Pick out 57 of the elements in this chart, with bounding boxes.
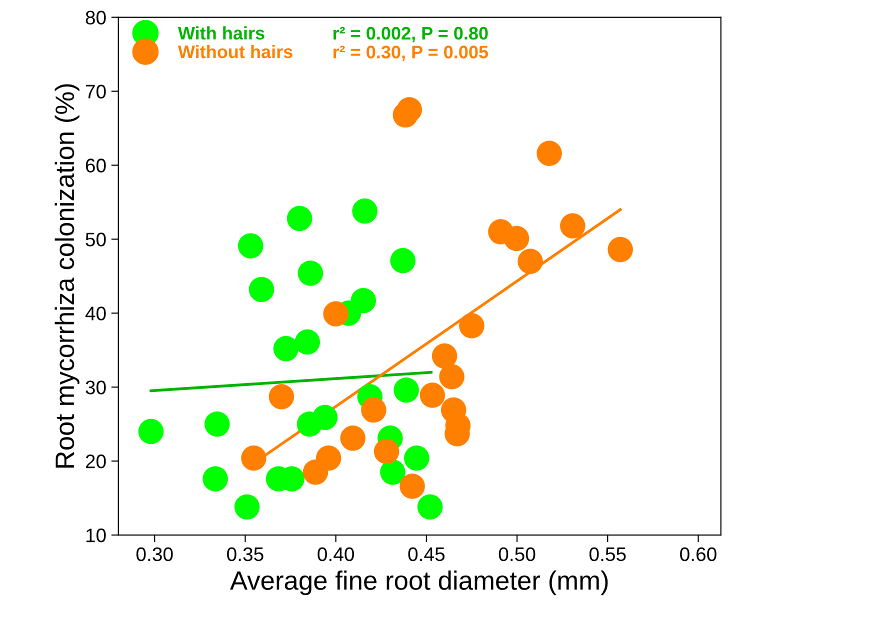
- annotation: r² = 0.30, P = 0.005: [333, 46, 488, 62]
- point: [241, 446, 266, 471]
- x-tick-label: 0.60: [680, 547, 716, 562]
- point: [298, 260, 324, 286]
- point: [316, 446, 342, 471]
- y-tick-label: 30: [86, 380, 106, 394]
- x-tick-label: 0.40: [318, 547, 354, 562]
- point: [204, 411, 230, 437]
- point: [268, 384, 294, 410]
- x-tick-label: 0.55: [589, 547, 626, 562]
- point: [350, 288, 376, 314]
- x-tick-label: 0.45: [408, 547, 445, 562]
- legend-label: With hairs: [178, 26, 264, 40]
- point: [394, 377, 419, 403]
- point: [138, 418, 164, 444]
- point: [420, 382, 446, 408]
- point: [432, 343, 458, 369]
- y-tick-label: 20: [86, 454, 106, 468]
- point: [202, 466, 228, 492]
- legend-label: Without hairs: [178, 44, 292, 58]
- x-axis-title: Average fine root diameter (mm): [230, 570, 608, 596]
- point: [273, 336, 299, 362]
- x-tick-label: 0.50: [498, 547, 536, 562]
- y-tick-label: 70: [86, 84, 106, 98]
- y-axis-title: Root mycorrhiza colonization (%): [54, 84, 80, 468]
- point: [294, 329, 320, 355]
- point: [390, 248, 416, 274]
- point: [238, 233, 264, 258]
- point: [417, 494, 443, 520]
- point: [560, 213, 586, 238]
- y-tick-label: 10: [86, 528, 106, 542]
- point: [439, 364, 464, 390]
- y-tick-label: 40: [85, 306, 106, 320]
- point: [323, 301, 348, 326]
- point: [340, 426, 366, 451]
- point: [518, 248, 543, 274]
- y-tick-label: 60: [86, 158, 106, 172]
- y-tick-label: 80: [86, 10, 106, 25]
- point: [380, 460, 406, 485]
- point: [608, 236, 633, 262]
- x-tick-label: 0.35: [227, 547, 264, 562]
- point: [536, 140, 562, 166]
- point: [504, 226, 530, 252]
- point: [234, 494, 260, 520]
- y-tick-label: 50: [86, 232, 106, 246]
- point: [248, 276, 274, 302]
- point: [374, 438, 400, 464]
- x-tick-label: 0.30: [136, 547, 173, 562]
- point: [459, 313, 484, 338]
- point: [312, 404, 338, 430]
- point: [352, 198, 378, 224]
- point: [286, 206, 312, 232]
- point: [404, 446, 430, 471]
- point: [361, 397, 386, 423]
- point: [400, 474, 425, 499]
- annotation: r² = 0.002, P = 0.80: [333, 26, 488, 42]
- point: [396, 97, 422, 122]
